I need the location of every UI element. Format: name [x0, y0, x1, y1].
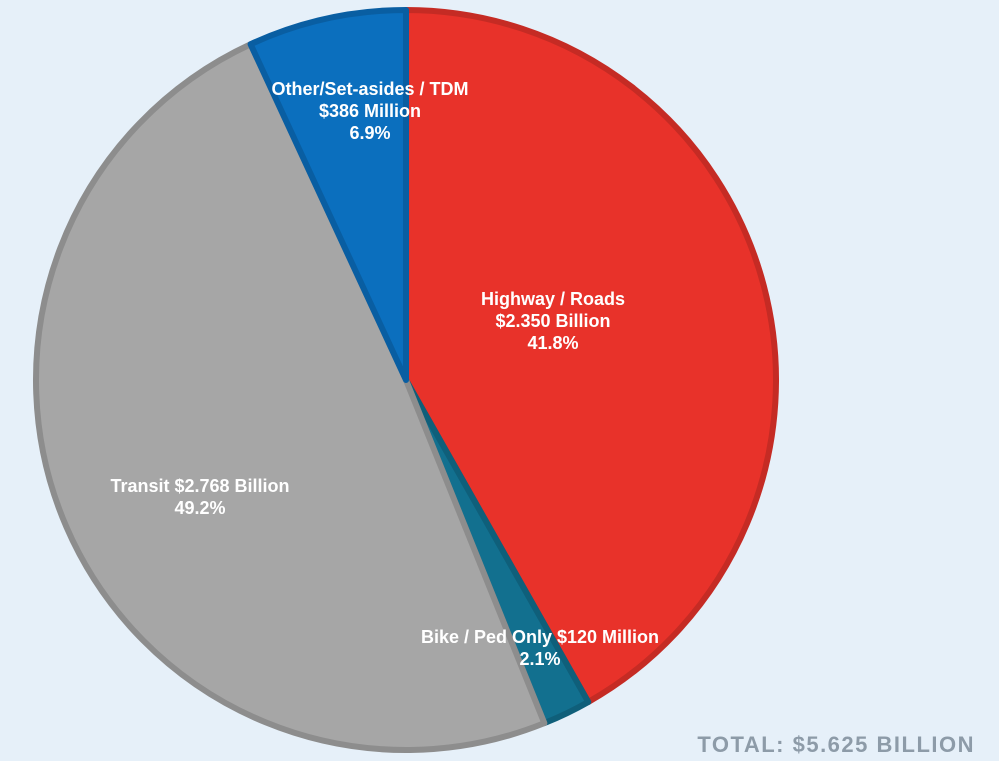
- slice-label: Transit $2.768 Billion: [110, 476, 290, 496]
- slice-label: Highway / Roads $2.350 Billion: [480, 289, 626, 331]
- pie-slice: [247, 7, 409, 383]
- pie-slice: [33, 41, 548, 754]
- total-annotation: TOTAL: $5.625 BILLION: [697, 732, 975, 757]
- pie-slice: [403, 7, 779, 705]
- slice-label: Other/Set-asides / TDM $386 Million: [271, 79, 469, 121]
- slice-label: Bike / Ped Only $120 Million: [420, 627, 660, 647]
- slice-percent: 6.9%: [349, 123, 391, 143]
- slice-percent: 41.8%: [527, 333, 579, 353]
- slice-percent: 49.2%: [174, 498, 226, 518]
- slice-percent: 2.1%: [519, 649, 561, 669]
